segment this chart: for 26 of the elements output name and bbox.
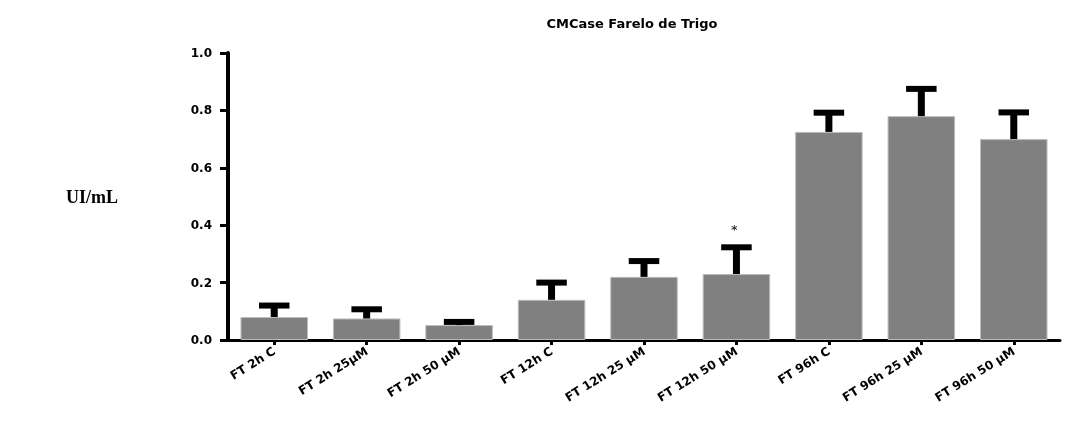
y-tick-label: 0.8 — [190, 103, 212, 118]
bar — [980, 139, 1048, 340]
x-tick-label: FT 2h 50 µM — [384, 344, 463, 401]
x-tick-label: FT 96h 50 µM — [932, 344, 1018, 405]
bar — [517, 299, 586, 340]
bar — [332, 318, 401, 340]
x-tick-label: FT 12h C — [497, 343, 556, 388]
chart-title: CMCase Farelo de Trigo — [546, 16, 718, 31]
y-tick-label: 0.4 — [190, 218, 212, 233]
x-tick-label: FT 96h C — [775, 343, 833, 388]
bar — [887, 116, 956, 340]
x-tick-label: FT 96h 25 µM — [839, 344, 926, 405]
bar — [240, 317, 308, 340]
y-axis-title: UI/mL — [65, 186, 118, 207]
y-tick-label: 1.0 — [190, 46, 212, 60]
x-tick-label: FT 2h C — [227, 343, 279, 383]
x-tick-label: FT 12h 50 µM — [655, 344, 741, 405]
y-tick-label: 0.6 — [190, 160, 212, 175]
bar — [425, 325, 493, 340]
y-tick-label: 0.0 — [190, 333, 212, 347]
bar — [795, 131, 863, 340]
bar — [610, 276, 678, 340]
bar — [702, 273, 771, 340]
x-tick-label: FT 12h 25 µM — [562, 344, 648, 405]
annotation: * — [731, 222, 738, 237]
y-tick-label: 0.2 — [190, 275, 212, 290]
